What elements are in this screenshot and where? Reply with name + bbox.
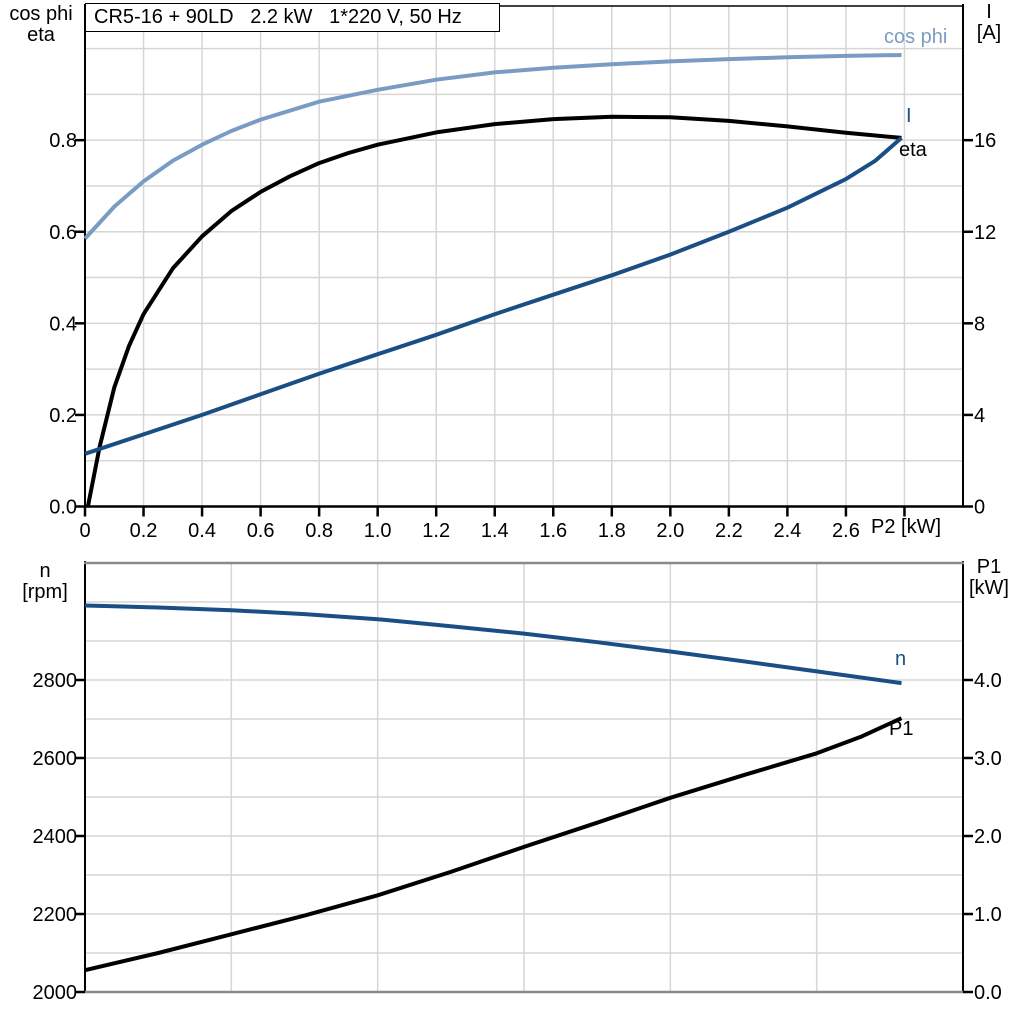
- left-tick-label: 0.4: [49, 313, 77, 335]
- right-tick-label: 4: [974, 405, 985, 427]
- right-axis-title-top-chart: I [A]: [958, 2, 1020, 44]
- speed-axis-label: n: [39, 560, 51, 582]
- x-tick-label: 1.4: [481, 520, 509, 542]
- ampere-unit-label: [A]: [976, 22, 1002, 44]
- current-curve-label: I: [906, 105, 912, 127]
- x-tick-label: 2.4: [773, 520, 801, 542]
- series-p1: [84, 716, 903, 973]
- right-tick-label: 0.0: [974, 982, 1002, 1004]
- x-tick-label: 0.4: [188, 520, 216, 542]
- kw-unit-label: [kW]: [969, 577, 1009, 599]
- left-tick-label: 0.8: [49, 130, 77, 152]
- left-tick-label: 2400: [33, 826, 78, 848]
- x-tick-label: 2.6: [832, 520, 860, 542]
- left-tick-label: 0.0: [49, 497, 77, 519]
- cos-phi-curve-label: cos phi: [884, 26, 948, 48]
- x-tick-label: 2.0: [656, 520, 684, 542]
- rpm-unit-label: [rpm]: [22, 581, 68, 603]
- series-n: [84, 603, 902, 686]
- x-tick-label: 1.6: [539, 520, 567, 542]
- x-tick-label: 1.2: [422, 520, 450, 542]
- x-tick-label: 1.8: [598, 520, 626, 542]
- left-tick-label: 2600: [33, 748, 78, 770]
- left-tick-label: 0.2: [49, 405, 77, 427]
- eta-curve-label: eta: [899, 139, 927, 161]
- left-tick-label: 0.6: [49, 222, 77, 244]
- left-axis-title-top-chart: cos phi eta: [0, 4, 82, 46]
- right-tick-label: 1.0: [974, 904, 1002, 926]
- right-tick-label: 2.0: [974, 826, 1002, 848]
- speed-curve-label: n: [895, 648, 907, 670]
- right-tick-label: 16: [974, 130, 996, 152]
- cos-phi-axis-label: cos phi: [9, 3, 73, 25]
- power-in-axis-label: P1: [976, 556, 1002, 578]
- left-tick-label: 2000: [33, 982, 78, 1004]
- series-i: [84, 136, 903, 456]
- left-tick-label: 2200: [33, 904, 78, 926]
- right-tick-label: 8: [974, 313, 985, 335]
- x-tick-label: 0: [79, 520, 90, 542]
- current-axis-label: I: [986, 1, 992, 23]
- x-tick-label: 0.2: [130, 520, 158, 542]
- left-axis-title-bottom-chart: n [rpm]: [8, 561, 82, 603]
- right-tick-label: 3.0: [974, 748, 1002, 770]
- x-tick-label: 1.0: [364, 520, 392, 542]
- power-in-curve-label: P1: [889, 718, 914, 740]
- x-tick-label: 0.6: [247, 520, 275, 542]
- right-tick-label: 4.0: [974, 670, 1002, 692]
- right-tick-label: 0: [974, 497, 985, 519]
- left-tick-label: 2800: [33, 670, 78, 692]
- right-tick-label: 12: [974, 222, 996, 244]
- x-axis-title: P2 [kW]: [871, 516, 942, 538]
- x-tick-label: 0.8: [305, 520, 333, 542]
- right-axis-title-bottom-chart: P1 [kW]: [958, 557, 1020, 599]
- chart-title: CR5-16 + 90LD 2.2 kW 1*220 V, 50 Hz: [85, 3, 500, 32]
- eta-axis-label: eta: [27, 24, 55, 46]
- series-eta: [85, 114, 902, 507]
- x-tick-label: 2.2: [715, 520, 743, 542]
- series-cos-phi: [83, 53, 902, 240]
